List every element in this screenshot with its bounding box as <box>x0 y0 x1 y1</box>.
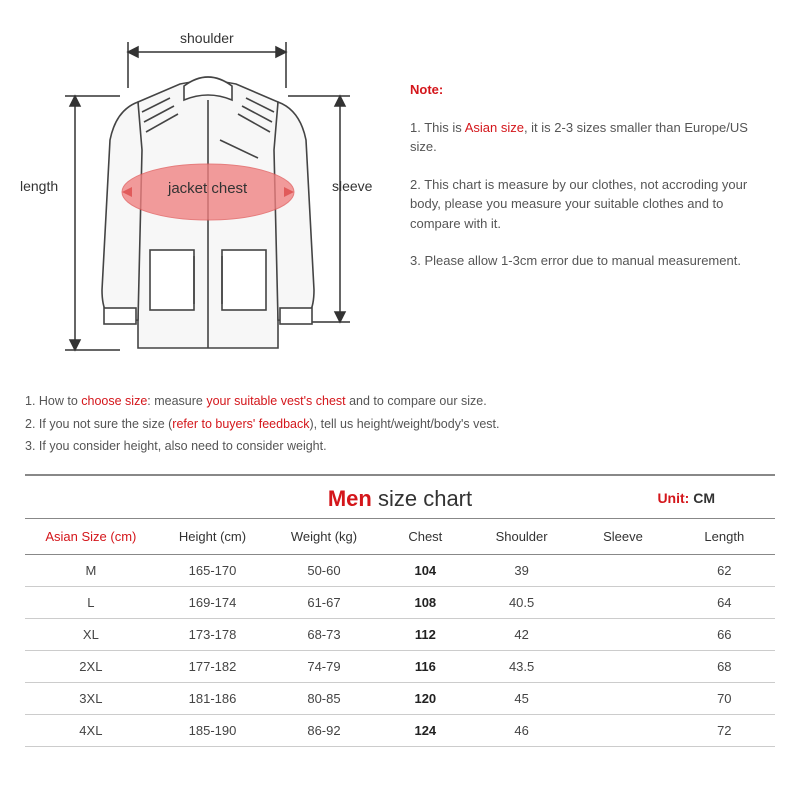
cell-height: 173-178 <box>157 618 268 650</box>
tip-2: 2. If you not sure the size (refer to bu… <box>25 413 775 436</box>
cell-chest: 124 <box>380 714 471 746</box>
tip2-a: 2. If you not sure the size ( <box>25 417 172 431</box>
table-row: 2XL177-18274-7911643.5 68 <box>25 650 775 682</box>
cell-length: 62 <box>674 554 775 586</box>
note1-b: Asian size <box>465 120 524 135</box>
cell-weight: 80-85 <box>268 682 379 714</box>
cell-shoulder: 43.5 <box>471 650 572 682</box>
cell-chest: 104 <box>380 554 471 586</box>
top-section: shoulder length sleeve <box>0 0 800 390</box>
table-row: L169-17461-6710840.5 64 <box>25 586 775 618</box>
cell-sleeve <box>572 650 673 682</box>
cell-chest: 112 <box>380 618 471 650</box>
col-length: Length <box>674 518 775 554</box>
col-sleeve: Sleeve <box>572 518 673 554</box>
cell-length: 70 <box>674 682 775 714</box>
table-body: M165-17050-601043962L169-17461-6710840.5… <box>25 554 775 746</box>
cell-sleeve <box>572 586 673 618</box>
cell-sleeve <box>572 714 673 746</box>
cell-size: 3XL <box>25 682 157 714</box>
cell-chest: 116 <box>380 650 471 682</box>
cell-shoulder: 39 <box>471 554 572 586</box>
cell-shoulder: 40.5 <box>471 586 572 618</box>
col-height: Height (cm) <box>157 518 268 554</box>
table-row: XL173-17868-7311242 66 <box>25 618 775 650</box>
cell-length: 64 <box>674 586 775 618</box>
col-chest: Chest <box>380 518 471 554</box>
tip2-c: ), tell us height/weight/body's vest. <box>309 417 499 431</box>
note-title: Note: <box>410 80 770 100</box>
cell-weight: 50-60 <box>268 554 379 586</box>
table-row: M165-17050-6010439 62 <box>25 554 775 586</box>
chest-label: jacket chest <box>168 180 247 197</box>
cell-weight: 68-73 <box>268 618 379 650</box>
note-line-1: 1. This is Asian size, it is 2-3 sizes s… <box>410 118 770 157</box>
col-asian-size: Asian Size (cm) <box>25 518 157 554</box>
cell-weight: 74-79 <box>268 650 379 682</box>
col-weight: Weight (kg) <box>268 518 379 554</box>
chart-title: Men size chart <box>328 486 472 512</box>
note1-a: 1. This is <box>410 120 465 135</box>
cell-size: L <box>25 586 157 618</box>
cell-length: 72 <box>674 714 775 746</box>
cell-height: 165-170 <box>157 554 268 586</box>
cell-size: XL <box>25 618 157 650</box>
jacket-diagram: shoulder length sleeve <box>20 20 380 380</box>
cell-sleeve <box>572 682 673 714</box>
cell-size: M <box>25 554 157 586</box>
cell-shoulder: 45 <box>471 682 572 714</box>
table-row: 4XL185-19086-9212446 72 <box>25 714 775 746</box>
cell-shoulder: 46 <box>471 714 572 746</box>
cell-height: 181-186 <box>157 682 268 714</box>
tip2-b: refer to buyers' feedback <box>172 417 309 431</box>
cell-height: 185-190 <box>157 714 268 746</box>
chart-unit: Unit: CM <box>657 490 715 506</box>
cell-size: 2XL <box>25 650 157 682</box>
cell-length: 66 <box>674 618 775 650</box>
cell-height: 177-182 <box>157 650 268 682</box>
chart-title-row: Men size chart Unit: CM <box>25 474 775 512</box>
cell-chest: 120 <box>380 682 471 714</box>
cell-weight: 61-67 <box>268 586 379 618</box>
jacket-svg <box>20 20 380 400</box>
cell-height: 169-174 <box>157 586 268 618</box>
table-row: 3XL181-18680-8512045 70 <box>25 682 775 714</box>
cell-chest: 108 <box>380 586 471 618</box>
table-header-row: Asian Size (cm) Height (cm) Weight (kg) … <box>25 518 775 554</box>
chart-title-men: Men <box>328 486 372 511</box>
note-area: Note: 1. This is Asian size, it is 2-3 s… <box>380 20 780 380</box>
unit-value: CM <box>689 490 715 506</box>
cell-sleeve <box>572 554 673 586</box>
chart-title-rest: size chart <box>372 486 472 511</box>
tips-block: 1. How to choose size: measure your suit… <box>0 390 800 468</box>
note-line-2: 2. This chart is measure by our clothes,… <box>410 175 770 234</box>
cell-sleeve <box>572 618 673 650</box>
cell-length: 68 <box>674 650 775 682</box>
note-line-3: 3. Please allow 1-3cm error due to manua… <box>410 251 770 271</box>
cell-weight: 86-92 <box>268 714 379 746</box>
col-shoulder: Shoulder <box>471 518 572 554</box>
cell-size: 4XL <box>25 714 157 746</box>
size-table: Asian Size (cm) Height (cm) Weight (kg) … <box>25 518 775 747</box>
tip-3: 3. If you consider height, also need to … <box>25 435 775 458</box>
unit-label: Unit: <box>657 490 689 506</box>
cell-shoulder: 42 <box>471 618 572 650</box>
